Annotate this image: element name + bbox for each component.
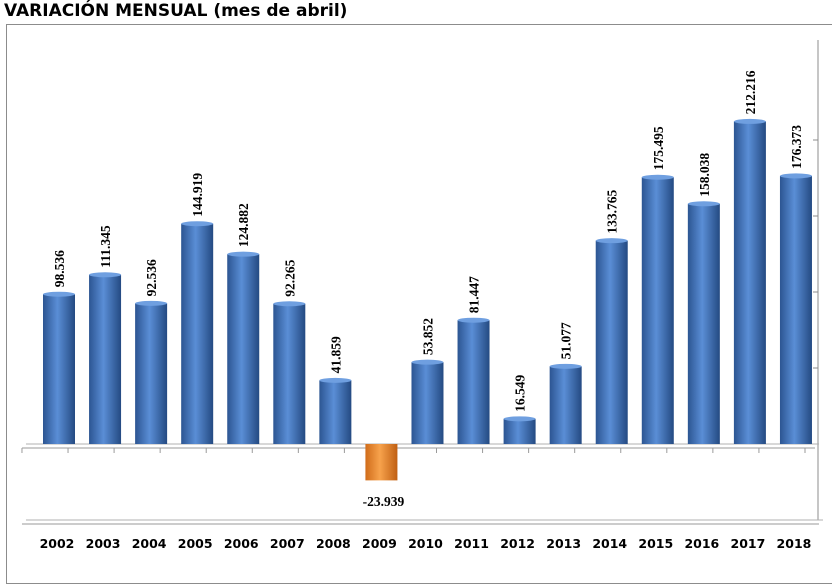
bar-2018 bbox=[779, 175, 812, 445]
data-label-2002: 98.536 bbox=[52, 250, 67, 287]
bar-2014 bbox=[595, 240, 628, 444]
bar-cap-2014 bbox=[595, 238, 628, 244]
bar-cap-2013 bbox=[549, 363, 582, 369]
x-tick-label-2008: 2008 bbox=[316, 536, 351, 551]
data-label-2010: 53.852 bbox=[420, 318, 435, 355]
bar-2009 bbox=[365, 444, 398, 481]
data-label-2009: -23.939 bbox=[363, 494, 405, 509]
bar-cap-2017 bbox=[733, 118, 766, 124]
bar-cap-2003 bbox=[89, 272, 122, 278]
x-tick-label-2014: 2014 bbox=[592, 536, 627, 551]
bar-2007 bbox=[273, 303, 306, 444]
bar-2005 bbox=[181, 223, 214, 444]
bar-2004 bbox=[135, 303, 168, 444]
data-label-2012: 16.549 bbox=[513, 374, 528, 411]
bar-cap-2015 bbox=[641, 174, 674, 180]
bar-cap-2005 bbox=[181, 221, 214, 227]
x-tick-label-2002: 2002 bbox=[40, 536, 75, 551]
bar-2006 bbox=[227, 254, 260, 444]
bar-cap-2016 bbox=[687, 201, 720, 207]
data-label-2018: 176.373 bbox=[789, 125, 804, 169]
bar-2010 bbox=[411, 362, 444, 444]
bar-2008 bbox=[319, 380, 352, 444]
bar-cap-2008 bbox=[319, 377, 352, 383]
data-label-2004: 92.536 bbox=[144, 259, 159, 296]
data-label-2006: 124.882 bbox=[236, 203, 251, 247]
data-label-2017: 212.216 bbox=[743, 70, 758, 114]
bar-cap-2002 bbox=[43, 291, 75, 297]
data-label-2015: 175.495 bbox=[651, 126, 666, 170]
x-tick-label-2011: 2011 bbox=[454, 536, 489, 551]
data-label-2011: 81.447 bbox=[467, 276, 482, 313]
bar-2017 bbox=[733, 121, 766, 445]
chart-title: VARIACIÓN MENSUAL (mes de abril) bbox=[4, 1, 348, 21]
bar-2013 bbox=[549, 366, 582, 444]
bar-cap-2007 bbox=[273, 301, 306, 307]
x-tick-label-2005: 2005 bbox=[178, 536, 213, 551]
bar-2015 bbox=[641, 177, 674, 444]
x-tick-label-2012: 2012 bbox=[500, 536, 535, 551]
x-tick-label-2015: 2015 bbox=[638, 536, 673, 551]
bar-2002 bbox=[43, 294, 75, 444]
x-tick-label-2004: 2004 bbox=[132, 536, 167, 551]
data-label-2003: 111.345 bbox=[98, 225, 113, 268]
bar-cap-2018 bbox=[779, 173, 812, 179]
data-label-2007: 92.265 bbox=[282, 259, 297, 296]
bar-2016 bbox=[687, 203, 720, 444]
data-label-2005: 144.919 bbox=[190, 173, 205, 217]
x-tick-label-2017: 2017 bbox=[731, 536, 766, 551]
bar-cap-2004 bbox=[135, 300, 168, 306]
x-tick-label-2013: 2013 bbox=[546, 536, 581, 551]
x-tick-label-2003: 2003 bbox=[86, 536, 121, 551]
bar-cap-2010 bbox=[411, 359, 444, 365]
data-label-2016: 158.038 bbox=[697, 153, 712, 197]
bar-cap-2012 bbox=[503, 416, 536, 422]
bar-2011 bbox=[457, 320, 490, 444]
bar-cap-2006 bbox=[227, 251, 260, 257]
bar-cap-2011 bbox=[457, 317, 490, 323]
x-tick-label-2007: 2007 bbox=[270, 536, 305, 551]
data-label-2008: 41.859 bbox=[328, 336, 343, 373]
data-label-2013: 51.077 bbox=[559, 322, 574, 359]
bar-2003 bbox=[89, 274, 122, 444]
x-tick-label-2010: 2010 bbox=[408, 536, 443, 551]
x-tick-label-2006: 2006 bbox=[224, 536, 259, 551]
bar-2012 bbox=[503, 418, 536, 444]
x-tick-label-2018: 2018 bbox=[777, 536, 812, 551]
data-label-2014: 133.765 bbox=[605, 190, 620, 234]
x-tick-label-2009: 2009 bbox=[362, 536, 397, 551]
x-tick-label-2016: 2016 bbox=[684, 536, 719, 551]
